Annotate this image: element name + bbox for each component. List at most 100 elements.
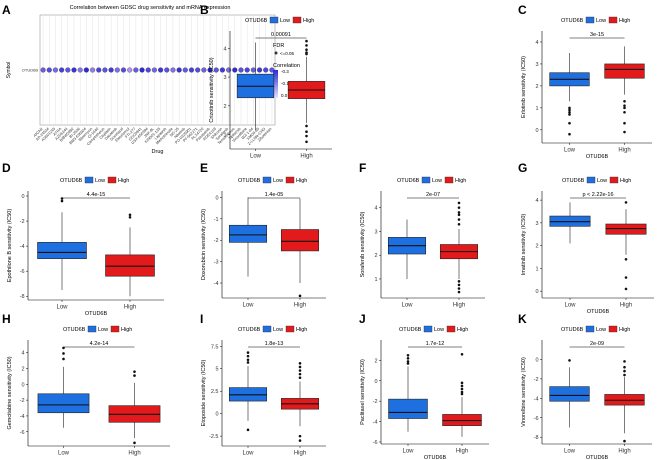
box-low — [549, 215, 591, 227]
legend-fdr-title: FDR — [273, 43, 284, 49]
legend-key-low — [262, 176, 272, 184]
legend-label-low: Low — [434, 327, 444, 333]
outlier-point — [305, 134, 308, 138]
outlier-point — [305, 39, 308, 43]
outlier-point — [305, 52, 308, 56]
x-tick-label: High — [620, 303, 632, 309]
legend-fdr-symbol — [274, 51, 278, 55]
x-tick-label: High — [128, 451, 140, 457]
pvalue-label: 2e-09 — [590, 341, 604, 347]
y-tick-label: -6 — [373, 440, 378, 446]
y-tick-label: 4 — [374, 206, 377, 212]
bubble-point — [263, 67, 269, 73]
legend-fdr-item: <=0.05 — [280, 51, 295, 56]
bubble-point — [238, 67, 244, 73]
panel-I: I OTUD6B Low High -2.5 0 2.5 5 7.5 Etoposide sens… — [200, 312, 326, 457]
y-tick-label: 3 — [223, 75, 226, 81]
x-axis-label: OTUD6B — [586, 154, 609, 160]
bubble-point — [65, 67, 71, 73]
outlier-point — [460, 384, 464, 388]
outlier-point — [623, 130, 626, 134]
panel-F: F OTUD6B Low High 1 2 3 4 Sorafenib sensitivity … — [359, 161, 485, 309]
colorbar-tick-label: -0.3 — [281, 69, 289, 74]
legend-key-low — [262, 325, 272, 333]
y-tick-label: 2.5 — [211, 389, 219, 395]
outlier-point — [623, 373, 626, 377]
bubble-point — [188, 67, 195, 73]
y-tick-label: -6 — [20, 430, 25, 436]
drug-tick-label: AICAR — [33, 127, 44, 138]
pvalue-label: 3e-15 — [590, 32, 604, 38]
outlier-point — [623, 99, 626, 103]
x-tick-label: High — [456, 449, 468, 455]
panel-letter: I — [200, 312, 203, 326]
outlier-point — [305, 140, 308, 144]
y-tick-label: -4 — [20, 414, 25, 420]
panel-letter: F — [359, 161, 366, 175]
x-axis-label: OTUD6B — [424, 455, 447, 460]
y-tick-label: 0 — [535, 289, 538, 295]
legend-label-low: Low — [597, 178, 607, 184]
bubble-point — [120, 67, 127, 73]
outlier-point — [60, 199, 64, 203]
symbol-tick-label: OTUD6B — [22, 68, 39, 73]
y-tick-label: 2 — [535, 84, 538, 90]
y-tick-label: -4 — [373, 420, 378, 426]
outlier-point — [460, 381, 464, 385]
outlier-point — [460, 392, 464, 396]
y-tick-label: 2 — [374, 253, 377, 259]
outlier-point — [457, 211, 461, 214]
outlier-point — [623, 365, 626, 369]
outlier-point — [298, 369, 302, 372]
panel-J: J OTUD6B Low High -6 -4 -2 0 2 Paclitaxel sensiti… — [359, 312, 489, 460]
outlier-point — [457, 218, 461, 221]
legend-title: OTUD6B — [63, 327, 86, 333]
y-tick-label: 2 — [21, 366, 24, 372]
outlier-point — [624, 201, 628, 204]
y-axis-label: Gemcitabine sensitivity (IC50) — [7, 356, 13, 429]
box-low — [37, 393, 90, 414]
legend-key-high — [446, 325, 456, 333]
legend-key-low — [586, 176, 596, 184]
y-tick-label: 0 — [535, 128, 538, 134]
legend-title: OTUD6B — [60, 178, 83, 184]
y-tick-label: 2 — [535, 244, 538, 250]
y-tick-label: -8 — [20, 294, 25, 300]
panel-K: K OTUD6B Low High -8 -6 -4 -2 0 Vinorelbine sensi… — [518, 312, 652, 460]
x-tick-label: Low — [564, 148, 576, 154]
y-tick-label: -8 — [534, 435, 539, 441]
y-tick-label: 2 — [374, 358, 377, 364]
outlier-point — [246, 428, 250, 432]
colorbar-tick-label: 0.0 — [281, 93, 288, 98]
box-high — [605, 223, 647, 235]
y-tick-label: 3 — [374, 229, 377, 235]
outlier-point — [568, 106, 571, 110]
bubble-point — [170, 67, 176, 73]
bubble-point — [250, 67, 256, 73]
outlier-point — [457, 201, 461, 205]
panel-letter: J — [359, 312, 366, 326]
outlier-point — [406, 362, 410, 365]
bubble-point — [52, 67, 59, 73]
outlier-point — [568, 110, 571, 114]
outlier-point — [460, 387, 464, 391]
legend-title: OTUD6B — [561, 327, 584, 333]
x-tick-label: Low — [564, 449, 576, 455]
bubble-point — [145, 67, 151, 73]
y-axis-label: Crizotinib sensitivity (IC50) — [209, 57, 215, 122]
y-tick-label: 5 — [215, 367, 218, 373]
legend-key-high — [609, 176, 619, 184]
outlier-point — [623, 360, 626, 363]
outlier-point — [246, 351, 250, 354]
outlier-point — [623, 104, 626, 107]
y-tick-label: -2 — [534, 377, 539, 383]
x-tick-label: Low — [58, 451, 70, 457]
outlier-point — [298, 365, 302, 369]
legend-label-high: High — [303, 18, 314, 24]
bubble-point — [158, 67, 164, 73]
bubble-point — [139, 67, 145, 73]
x-tick-label: High — [618, 148, 630, 154]
x-tick-label: Low — [242, 451, 254, 457]
bubble-point — [201, 67, 207, 73]
bubble-point — [219, 67, 225, 73]
